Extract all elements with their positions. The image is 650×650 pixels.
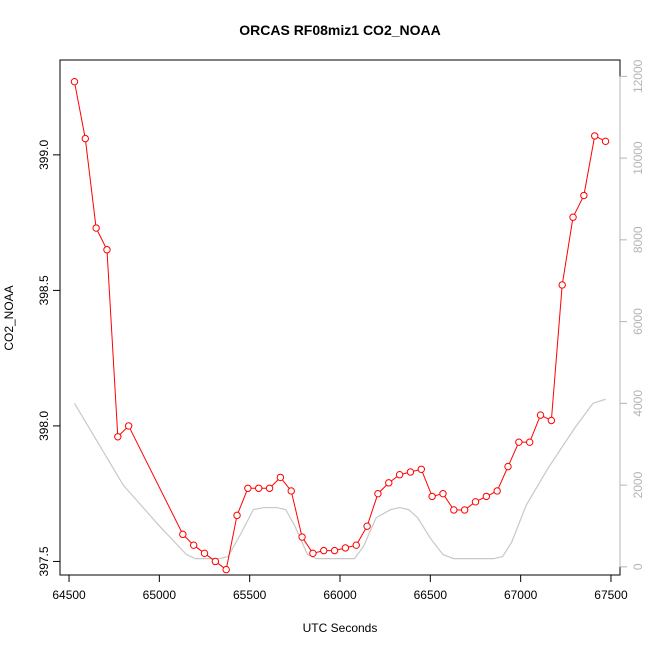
x-tick-label: 67000	[504, 588, 538, 602]
co2-point	[558, 281, 566, 289]
y2-tick-label: 12000	[631, 59, 645, 93]
co2-point	[601, 137, 610, 146]
co2-point	[189, 541, 198, 549]
co2-point	[211, 557, 220, 566]
co2-series	[70, 77, 610, 574]
x-tick-label: 67500	[594, 588, 628, 602]
y2-tick-label: 0	[631, 563, 645, 570]
plot-frame	[59, 59, 621, 576]
x-tick-label: 66500	[414, 588, 448, 602]
co2-point	[341, 544, 350, 552]
altitude-line	[73, 398, 606, 560]
co2-point	[124, 422, 133, 430]
co2-point	[265, 484, 274, 492]
co2-point	[428, 492, 436, 501]
x-axis-label: UTC Seconds	[303, 621, 378, 635]
y2-tick-label: 10000	[631, 141, 645, 175]
y-tick-label: 398.0	[37, 411, 51, 441]
y-axis: 397.5 398.0 398.5 399.0	[37, 140, 60, 576]
co2-point	[482, 492, 491, 501]
co2-point	[569, 213, 577, 221]
co2-point	[525, 438, 534, 446]
co2-point	[244, 484, 252, 492]
co2-point	[200, 549, 209, 558]
x-tick-label: 65500	[233, 588, 267, 602]
co2-point	[439, 489, 447, 498]
co2-point	[179, 530, 187, 539]
chart-title: ORCAS RF08miz1 CO2_NOAA	[239, 22, 441, 38]
co2-point	[352, 541, 360, 549]
co2-point	[591, 132, 599, 140]
co2-point	[298, 533, 306, 541]
co2-point	[255, 484, 263, 492]
co2-point	[580, 191, 588, 200]
y2-tick-label: 4000	[631, 390, 645, 417]
y-tick-label: 397.5	[37, 546, 51, 576]
y-tick-label: 398.5	[37, 275, 51, 305]
altitude-series	[73, 398, 606, 560]
co2-point	[92, 224, 100, 232]
x-axis: 64500 65000 65500 66000 66500 67000 67500	[52, 574, 628, 602]
co2-point	[515, 438, 523, 446]
co2-point	[70, 77, 79, 86]
y2-tick-label: 6000	[631, 308, 645, 335]
co2-point	[81, 134, 89, 143]
co2-point	[222, 565, 230, 574]
co2-point	[493, 487, 501, 495]
co2-point	[395, 471, 404, 479]
y-axis-label: CO2_NOAA	[2, 285, 16, 350]
co2-point	[471, 498, 480, 506]
co2-point	[547, 416, 556, 425]
co2-point	[536, 411, 545, 419]
co2-point	[406, 468, 415, 476]
co2-point	[374, 489, 382, 498]
y2-tick-label: 2000	[631, 471, 645, 498]
co2-point	[287, 487, 295, 495]
co2-point	[504, 462, 512, 471]
co2-point	[417, 465, 425, 473]
x-tick-label: 66000	[323, 588, 357, 602]
co2-point	[276, 473, 285, 482]
y2-tick-label: 8000	[631, 226, 645, 253]
co2-point	[363, 522, 371, 530]
y-tick-label: 399.0	[37, 140, 51, 170]
co2-point	[309, 549, 317, 558]
co2-point	[330, 546, 339, 555]
x-tick-label: 64500	[52, 588, 86, 602]
co2-point	[103, 246, 111, 254]
co2-line	[73, 81, 606, 571]
x-tick-label: 65000	[143, 588, 177, 602]
co2-point	[233, 511, 241, 520]
co2-point	[114, 433, 122, 441]
co2-point	[450, 506, 458, 514]
co2-point	[460, 506, 469, 514]
co2-point	[320, 546, 328, 555]
y2-axis: 0 2000 4000 6000 8000 10000 12000	[619, 59, 645, 570]
co2-point	[385, 479, 393, 487]
